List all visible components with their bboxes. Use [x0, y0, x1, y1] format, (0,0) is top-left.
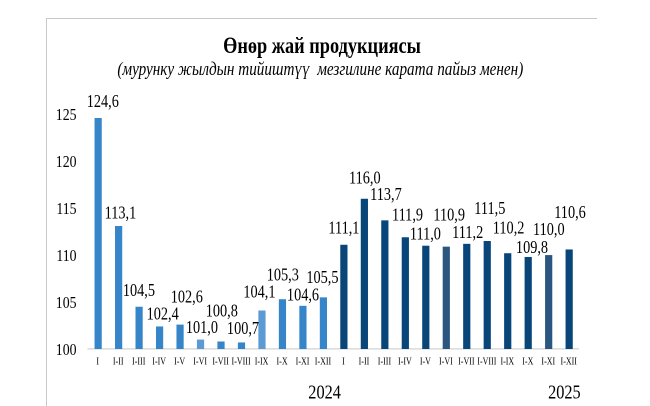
svg-text:124,6: 124,6 — [87, 93, 119, 112]
svg-text:111,9: 111,9 — [392, 206, 423, 225]
svg-text:I-VIII: I-VIII — [477, 355, 496, 366]
svg-text:111,2: 111,2 — [452, 224, 483, 243]
svg-text:I-V: I-V — [174, 355, 186, 366]
svg-text:I-VII: I-VII — [458, 355, 474, 366]
svg-text:I-VI: I-VI — [439, 355, 453, 366]
svg-text:111,5: 111,5 — [474, 200, 505, 219]
svg-text:I-IV: I-IV — [398, 355, 412, 366]
svg-text:I-VII: I-VII — [212, 355, 228, 366]
svg-text:110,9: 110,9 — [433, 206, 465, 225]
svg-text:102,4: 102,4 — [147, 305, 179, 324]
svg-text:120: 120 — [56, 153, 77, 172]
svg-text:110,2: 110,2 — [493, 219, 525, 238]
svg-text:115: 115 — [56, 200, 76, 219]
svg-text:116,0: 116,0 — [349, 169, 381, 188]
svg-text:109,8: 109,8 — [516, 239, 548, 258]
svg-text:I-III: I-III — [378, 355, 391, 366]
svg-text:104,1: 104,1 — [243, 283, 275, 302]
svg-text:I-X: I-X — [522, 355, 534, 366]
svg-text:125: 125 — [56, 106, 77, 125]
svg-text:I-XII: I-XII — [561, 355, 577, 366]
svg-text:104,5: 104,5 — [123, 282, 155, 301]
svg-text:105,3: 105,3 — [267, 266, 299, 285]
svg-text:I-IX: I-IX — [500, 355, 514, 366]
svg-text:I-XI: I-XI — [541, 355, 555, 366]
svg-text:105,5: 105,5 — [306, 269, 338, 288]
svg-text:I-III: I-III — [132, 355, 145, 366]
svg-text:(мурунку жылдын тийиштүү мезг: (мурунку жылдын тийиштүү мезгилине карат… — [117, 58, 523, 79]
svg-text:100,8: 100,8 — [206, 302, 238, 321]
svg-text:2024: 2024 — [308, 381, 341, 403]
svg-text:113,7: 113,7 — [370, 186, 402, 205]
svg-text:I-XI: I-XI — [296, 355, 310, 366]
svg-text:110,0: 110,0 — [533, 221, 565, 240]
svg-text:100,7: 100,7 — [227, 320, 259, 339]
svg-text:100: 100 — [56, 340, 77, 359]
svg-text:I-IX: I-IX — [255, 355, 269, 366]
svg-text:105: 105 — [56, 294, 77, 313]
svg-text:I-II: I-II — [359, 355, 370, 366]
svg-text:I-VIII: I-VIII — [232, 355, 251, 366]
svg-text:I-XII: I-XII — [315, 355, 331, 366]
svg-text:I-X: I-X — [277, 355, 289, 366]
svg-text:102,6: 102,6 — [171, 288, 203, 307]
svg-text:110: 110 — [56, 247, 76, 266]
svg-text:Өнөр жай продукциясы: Өнөр жай продукциясы — [223, 34, 421, 58]
svg-text:113,1: 113,1 — [105, 204, 137, 223]
svg-text:I-V: I-V — [420, 355, 432, 366]
svg-text:111,1: 111,1 — [328, 219, 359, 238]
svg-text:111,0: 111,0 — [410, 225, 441, 244]
svg-text:2025: 2025 — [548, 381, 581, 403]
svg-text:I-VI: I-VI — [193, 355, 207, 366]
svg-text:101,0: 101,0 — [186, 319, 218, 338]
svg-text:I-IV: I-IV — [152, 355, 166, 366]
svg-text:104,6: 104,6 — [287, 286, 319, 305]
svg-text:110,6: 110,6 — [554, 204, 586, 223]
svg-text:I: I — [96, 355, 99, 366]
svg-text:I-II: I-II — [113, 355, 124, 366]
svg-text:I: I — [342, 355, 345, 366]
